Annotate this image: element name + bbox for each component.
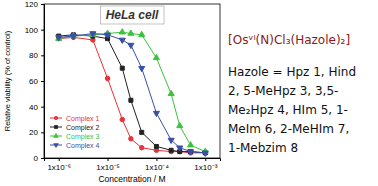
series-point [129,136,134,141]
x-axis: 1x10⁻⁶ 1x10⁻⁵ 1x10⁻⁴ 1x10⁻³ [45,158,221,172]
series-point [139,66,145,71]
y-tick-mark [41,55,44,56]
x-tick-label: 1x10⁻³ [194,163,217,172]
x-tick-mark [205,158,206,161]
annotation: 2, 5-MeHpz 3, 3,5- [228,84,338,98]
y-tick-mark [41,81,44,82]
series-point [168,90,174,95]
y-tick-label: 40 [29,103,38,112]
x-tick: 1x10⁻⁵ [96,158,120,172]
series-point [56,36,62,41]
y-tick: 20 [29,128,44,137]
series-point [128,43,134,48]
legend-label: Complex 1 [66,115,100,123]
series-point [71,35,76,40]
legend-marker [53,133,59,138]
series-line [59,34,206,153]
y-tick-label: 80 [29,51,38,60]
annotation: Me₂Hpz 4, HIm 5, 1- [228,103,348,117]
legend-marker [54,116,58,120]
series-line [59,37,206,153]
annotation: Hazole = Hpz 1, Hind [228,65,356,79]
series-point [129,98,133,102]
series-point [188,150,194,155]
series-point [119,38,125,43]
y-axis-line [41,5,45,159]
y-tick: 60 [29,77,44,86]
series-point [168,138,174,143]
legend-marker [54,125,58,129]
y-tick: 0 [34,154,44,163]
series-point [202,151,208,156]
series-point [188,151,193,156]
legend: Complex 1Complex 2Complex 3Complex 4 [50,115,100,150]
y-tick-mark [41,132,44,133]
title-box [101,6,164,24]
legend-label: Complex 3 [66,133,100,141]
x-axis-title: Concentration / M [98,174,165,184]
series-point [105,76,110,81]
series-point [56,35,62,40]
annotation: MeIm 6, 2-MeHIm 7, [228,122,349,136]
series-point [128,30,134,35]
series-point [105,33,111,38]
y-tick-label: 120 [25,0,39,9]
legend-marker [53,143,59,148]
x-tick-label: 1x10⁻⁴ [145,163,169,172]
title: HeLa cell [106,8,159,22]
annotation: 1-Mebzim 8 [228,141,298,155]
y-tick-label: 0 [34,154,39,163]
x-tick-mark [59,158,60,161]
legend-label: Complex 4 [66,142,100,150]
x-tick-mark [156,158,157,161]
x-tick: 1x10⁻³ [194,158,217,172]
y-tick-label: 60 [29,77,38,86]
annotation: [Osᵛᴵ(N)Cl₃(Hazole)₂] [228,33,350,47]
y-tick-mark [41,4,44,5]
series-point [120,117,125,122]
series-point [90,32,96,37]
y-tick: 120 [25,0,44,9]
series-point [70,34,76,39]
series-point [140,130,144,134]
plot-frame [44,4,220,158]
series-point [154,144,158,148]
x-tick: 1x10⁻⁴ [145,158,169,172]
series-point [177,122,183,127]
chart: 1x10⁻⁶ 1x10⁻⁵ 1x10⁻⁴ 1x10⁻³ 0 20 40 60 80 100 120 C… [0,0,378,186]
y-tick: 100 [25,26,44,35]
series-point [188,142,194,147]
y-tick-mark [41,158,44,159]
series-point [139,145,144,150]
series-point [169,148,173,152]
series-point [120,66,124,70]
y-axis: 0 20 40 60 80 100 120 [25,0,45,163]
y-tick: 40 [29,103,44,112]
y-tick-mark [41,30,44,31]
y-tick-label: 100 [25,26,39,35]
x-tick-label: 1x10⁻⁵ [96,163,120,172]
x-tick-mark [108,158,109,161]
legend-label: Complex 2 [66,124,100,132]
y-tick: 80 [29,51,44,60]
y-tick-mark [41,107,44,108]
y-tick-label: 20 [29,128,38,137]
plot-area [56,29,209,157]
series-line [59,35,206,153]
series-point [139,31,145,36]
series-point [119,29,125,34]
series-point [90,31,96,36]
series-point [153,54,159,59]
x-axis-line [45,159,221,162]
x-tick-label: 1x10⁻⁶ [47,163,71,172]
series-point [177,146,183,151]
series-point [153,111,159,116]
x-tick: 1x10⁻⁶ [47,158,71,172]
y-axis-title: Relative viability (% of control) [3,30,12,131]
series-line [59,32,206,151]
